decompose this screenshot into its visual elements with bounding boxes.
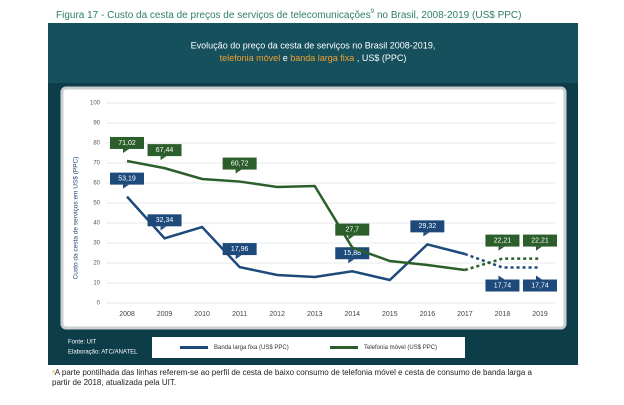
x-tick-label: 2012: [269, 311, 285, 318]
subtitle-part: banda larga fixa: [290, 53, 354, 63]
data-label: 15,88: [344, 250, 362, 257]
footnote-ref: 9: [52, 370, 55, 376]
y-tick-label: 30: [93, 241, 100, 247]
y-tick-label: 100: [90, 101, 101, 107]
x-tick-label: 2009: [157, 311, 173, 318]
subtitle-part: , US$ (PPC): [357, 53, 407, 63]
subtitle-2: telefonia móvel e banda larga fixa , US$…: [220, 53, 407, 63]
label-tail: [536, 246, 542, 251]
x-tick-label: 2014: [344, 311, 360, 318]
x-tick-label: 2013: [307, 311, 323, 318]
footnote-ref: 9: [371, 9, 375, 15]
label-box: [335, 247, 370, 260]
y-tick-label: 80: [93, 141, 100, 147]
label-box: [222, 157, 257, 170]
y-tick-label: 50: [93, 201, 100, 207]
label-tail: [160, 226, 167, 231]
label-tail: [348, 235, 355, 240]
legend-label: Banda larga fixa (US$ PPC): [214, 345, 289, 351]
label-tail: [536, 275, 542, 280]
label-tail: [423, 232, 430, 237]
title-main: Figura 17 - Custo da cesta de preços de …: [56, 10, 371, 21]
y-tick-label: 10: [93, 281, 100, 287]
y-tick-label: 40: [93, 221, 100, 227]
legend: [152, 337, 465, 358]
x-tick-label: 2017: [457, 311, 473, 318]
y-tick-label: 70: [93, 161, 100, 167]
y-tick-label: 60: [93, 181, 100, 187]
x-tick-label: 2018: [495, 311, 511, 318]
x-tick-label: 2008: [119, 311, 135, 318]
legend-label: Telefonia móvel (US$ PPC): [364, 345, 437, 351]
x-tick-label: 2010: [194, 311, 210, 318]
panel-header: [48, 23, 578, 83]
label-tail: [348, 259, 355, 264]
y-tick-label: 0: [97, 301, 101, 307]
label-box: [523, 279, 557, 292]
data-label: 22,21: [494, 237, 512, 244]
x-tick-label: 2011: [232, 311, 247, 318]
label-box: [485, 279, 520, 292]
series-line: [126, 159, 466, 272]
x-tick-label: 2016: [420, 311, 436, 318]
credit: Elaboração: ATC/ANATEL: [68, 350, 138, 356]
y-tick-label: 20: [93, 261, 100, 267]
footnote-text: partir de 2018, atualizada pela UIT.: [52, 378, 176, 387]
data-label: 67,44: [156, 147, 174, 154]
footnote: 9A parte pontilhada das linhas referem-s…: [52, 368, 533, 387]
label-box: [147, 144, 182, 157]
label-box: [485, 234, 520, 247]
label-box: [110, 136, 144, 149]
y-tick-label: 90: [93, 121, 100, 127]
label-box: [335, 223, 370, 236]
label-box: [147, 214, 182, 227]
data-label: 17,74: [494, 282, 512, 289]
y-axis-label: Custo da cesta de serviços em US$ (PPC): [73, 157, 80, 280]
x-tick-label: 2019: [532, 311, 548, 318]
data-label: 53,19: [118, 175, 136, 182]
label-tail: [498, 275, 505, 280]
footnote-text: A parte pontilhada das linhas referem-se…: [55, 368, 533, 377]
label-tail: [123, 184, 129, 189]
label-box: [523, 234, 557, 247]
x-tick-label: 2015: [382, 311, 398, 318]
label-tail: [498, 246, 505, 251]
label-tail: [123, 148, 129, 153]
data-label: 60,72: [231, 160, 249, 167]
subtitle-part: telefonia móvel: [220, 53, 281, 63]
data-label: 22,21: [531, 237, 549, 244]
data-label: 17,74: [531, 282, 549, 289]
label-box: [222, 243, 257, 256]
data-label: 17,96: [231, 246, 249, 253]
data-label: 29,32: [419, 223, 437, 230]
label-tail: [235, 169, 242, 174]
series-line: [464, 252, 540, 269]
label-tail: [160, 156, 167, 161]
data-label: 27,7: [345, 226, 359, 233]
label-box: [110, 172, 144, 185]
subtitle: Evolução do preço da cesta de serviços n…: [191, 40, 436, 50]
subtitle-part: e: [283, 53, 288, 63]
plot-area: [60, 86, 567, 330]
title-tail: no Brasil, 2008-2019 (US$ PPC): [377, 10, 522, 21]
figure-title: Figura 17 - Custo da cesta de preços de …: [56, 9, 521, 21]
data-label: 71,02: [118, 140, 136, 147]
data-label: 32,34: [156, 217, 174, 224]
label-box: [410, 220, 445, 233]
source: Fonte: UIT: [68, 340, 97, 346]
series-line: [464, 257, 540, 272]
label-tail: [235, 255, 242, 260]
